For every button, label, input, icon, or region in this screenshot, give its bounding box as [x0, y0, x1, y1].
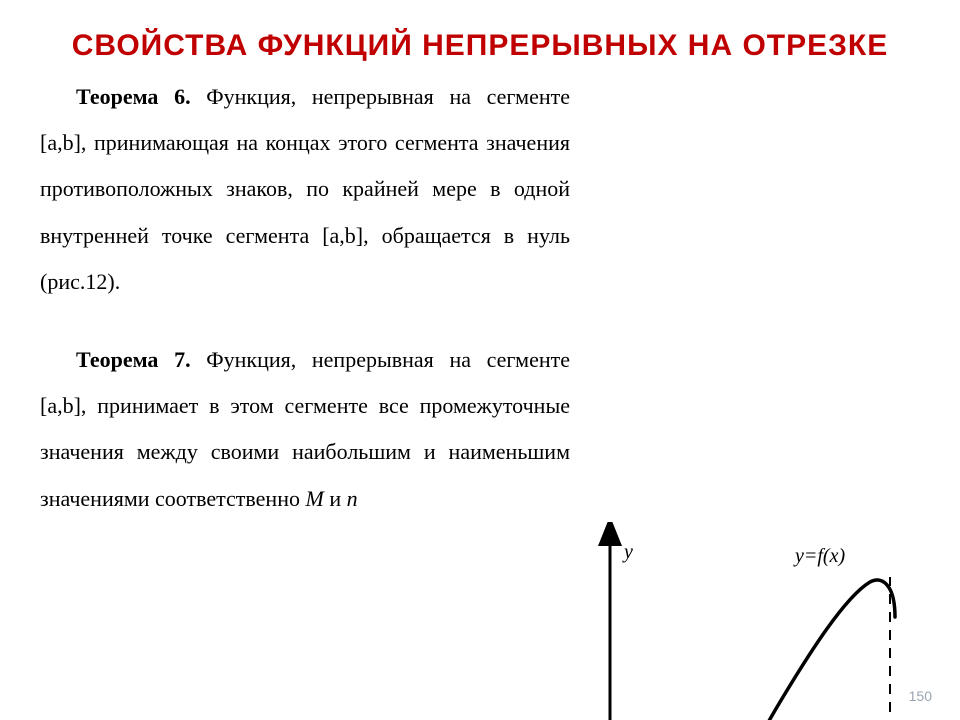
theorem-7-M: M — [305, 486, 323, 511]
theorem-7: Теорема 7. Функция, непрерывная на сегме… — [40, 337, 570, 522]
theorem-6: Теорема 6. Функция, непрерывная на сегме… — [40, 74, 570, 305]
theorem-7-label: Теорема 7. — [76, 347, 191, 372]
theorem-7-and: и — [324, 486, 347, 511]
content-area: Теорема 6. Функция, непрерывная на сегме… — [0, 74, 960, 720]
slide: СВОЙСТВА ФУНКЦИЙ НЕПРЕРЫВНЫХ НА ОТРЕЗКЕ … — [0, 0, 960, 720]
theorem-7-seg: [a,b] — [40, 393, 81, 418]
svg-text:y=f(x): y=f(x) — [793, 545, 845, 567]
text-column: Теорема 6. Функция, непрерывная на сегме… — [40, 74, 570, 522]
theorem-6-seg2: [a,b] — [322, 223, 363, 248]
theorem-7-text-a: Функция, непрерывная на сегменте — [191, 347, 570, 372]
theorem-7-n: n — [347, 486, 358, 511]
slide-title: СВОЙСТВА ФУНКЦИЙ НЕПРЕРЫВНЫХ НА ОТРЕЗКЕ — [0, 0, 960, 74]
chart: yx0abf(x)=0y=f(x) — [550, 522, 920, 720]
theorem-6-text-a: Функция, непрерывная на сегменте — [191, 84, 570, 109]
svg-text:y: y — [622, 541, 633, 563]
chart-column: yx0abf(x)=0y=f(x) Рис. 12 — [550, 522, 920, 720]
page-number: 150 — [909, 688, 932, 704]
chart-svg: yx0abf(x)=0y=f(x) — [550, 522, 920, 720]
theorem-6-label: Теорема 6. — [76, 84, 191, 109]
theorem-6-seg1: [a,b] — [40, 130, 81, 155]
